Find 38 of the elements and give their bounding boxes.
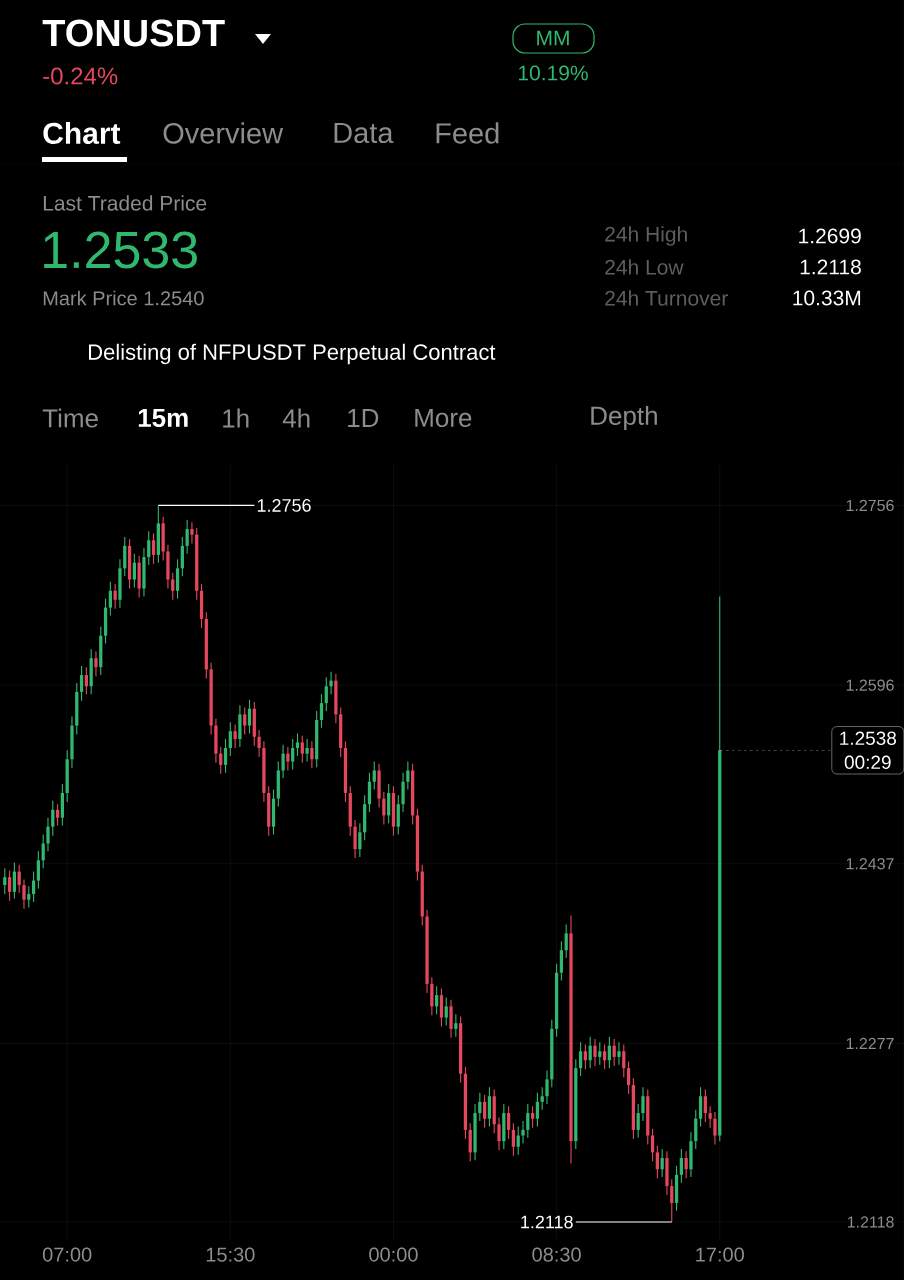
text: 1D bbox=[348, 409, 379, 427]
y-tick-label: 1.2756 bbox=[846, 499, 894, 512]
x-tick-label: 00:00 bbox=[369, 1247, 418, 1262]
text: 1.2699 bbox=[799, 228, 861, 244]
text: 4h bbox=[282, 408, 310, 428]
text: Data bbox=[334, 122, 394, 144]
y-tick-label: 1.2118 bbox=[847, 1216, 894, 1228]
x-tick-label: 17:00 bbox=[696, 1247, 744, 1262]
text: Last Traded Price bbox=[43, 195, 207, 211]
x-tick-label: 15:30 bbox=[206, 1247, 255, 1262]
text: 1.2533 bbox=[44, 231, 197, 269]
text: MM bbox=[537, 30, 569, 46]
annotation: 1.2756 bbox=[257, 499, 311, 512]
text: 10.19% bbox=[518, 65, 588, 81]
text: Time bbox=[42, 408, 98, 428]
ref-line-label: 1.2538 00:29 bbox=[840, 731, 897, 770]
y-tick-label: 1.2437 bbox=[846, 858, 894, 870]
text: More bbox=[415, 408, 472, 428]
text: Chart bbox=[43, 121, 121, 145]
text: Feed bbox=[436, 122, 499, 144]
y-tick-label: 1.2596 bbox=[846, 679, 894, 691]
text: Mark Price 1.2540 bbox=[43, 290, 204, 306]
x-tick-label: 08:30 bbox=[532, 1247, 581, 1262]
text: 15m bbox=[138, 408, 188, 428]
text: 1h bbox=[223, 408, 249, 428]
text: Depth bbox=[591, 405, 657, 431]
chart-subtitle: -0.24% bbox=[43, 67, 118, 85]
text: 24h Low bbox=[605, 259, 684, 275]
x-tick-label: 07:00 bbox=[42, 1247, 92, 1262]
text: 24h Turnover bbox=[605, 290, 728, 306]
text: 10.33M bbox=[793, 290, 861, 306]
chart-title: TONUSDT bbox=[42, 19, 225, 47]
text: Delisting of NFPUSDT Perpetual Contract bbox=[89, 343, 496, 365]
annotation: 1.2118 bbox=[521, 1215, 573, 1229]
y-tick-label: 1.2277 bbox=[846, 1037, 894, 1050]
text: Overview bbox=[163, 122, 284, 144]
text: 1.2118 bbox=[800, 259, 861, 275]
text: 24h High bbox=[605, 226, 687, 246]
